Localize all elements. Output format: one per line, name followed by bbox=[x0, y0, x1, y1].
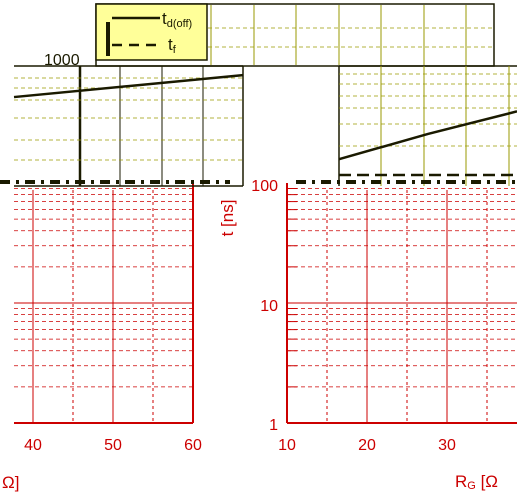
x-tick-right-0: 10 bbox=[278, 437, 296, 454]
y-tick-1: 1 bbox=[269, 417, 278, 434]
legend-label-td-off: td(off) bbox=[162, 9, 192, 30]
x-tick-right-2: 30 bbox=[438, 437, 456, 454]
legend: td(off) tf bbox=[95, 3, 208, 61]
x-tick-right-1: 20 bbox=[358, 437, 376, 454]
lower-right-plot-area bbox=[286, 183, 517, 424]
series-right-0 bbox=[338, 110, 517, 161]
series-left-0 bbox=[13, 73, 244, 99]
legend-edge-mark bbox=[106, 22, 110, 56]
upper-ytick-1000: 1000 bbox=[44, 52, 80, 69]
right-x-axis-label: RG [Ω bbox=[455, 472, 498, 492]
lower-left-plot-area bbox=[14, 183, 194, 424]
series-curves bbox=[13, 73, 517, 177]
y-tick-100: 100 bbox=[251, 178, 278, 195]
x-tick-left-2: 60 bbox=[184, 437, 202, 454]
legend-box bbox=[95, 3, 208, 61]
x-tick-left-0: 40 bbox=[24, 437, 42, 454]
left-x-axis-label-fragment: Ω] bbox=[2, 473, 19, 492]
y-tick-10: 10 bbox=[260, 298, 278, 315]
x-tick-left-1: 50 bbox=[104, 437, 122, 454]
upper-plot-fragments bbox=[0, 3, 517, 187]
legend-label-tf: tf bbox=[168, 35, 177, 56]
y-axis-label: t [ns] bbox=[218, 200, 237, 237]
